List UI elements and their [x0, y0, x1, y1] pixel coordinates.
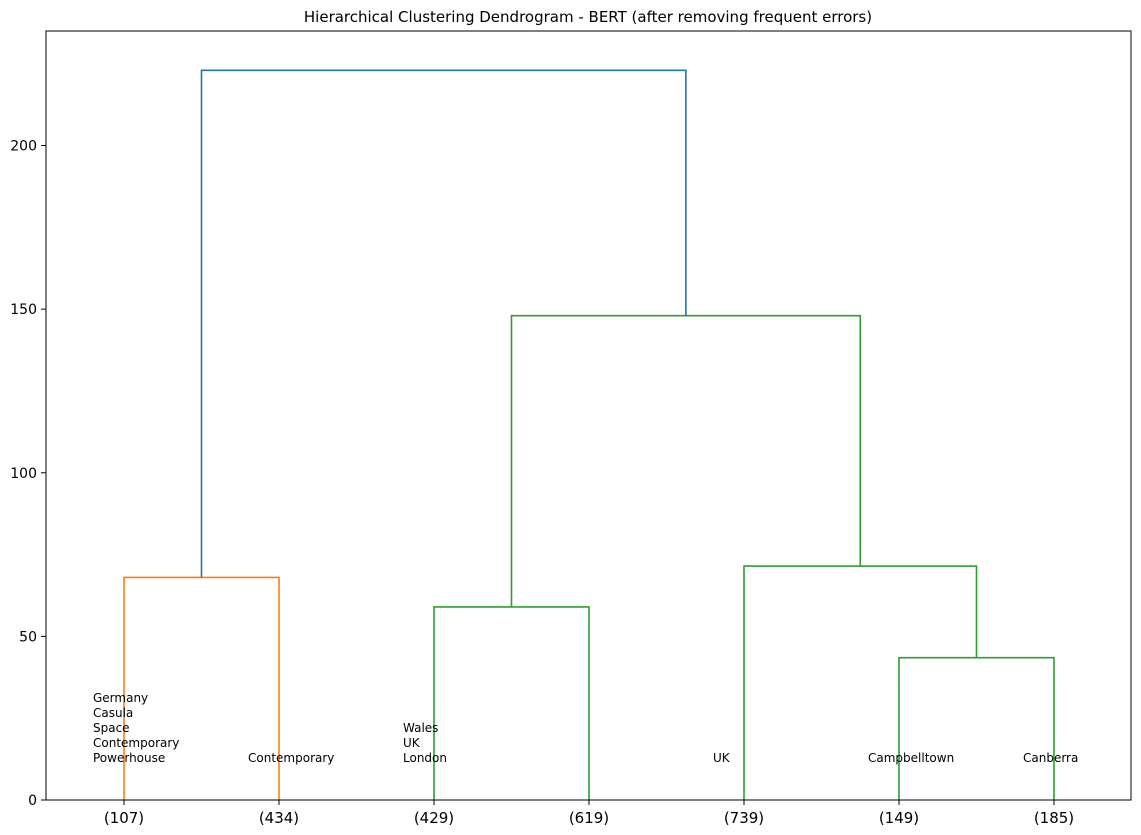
leaf-annotation-label: UK: [713, 751, 731, 765]
x-tick-label: (107): [104, 809, 144, 827]
leaf-annotation-label: Space: [93, 721, 130, 735]
plot-frame: [45, 30, 1132, 801]
leaf-annotation-label: Canberra: [1023, 751, 1078, 765]
chart-title: Hierarchical Clustering Dendrogram - BER…: [304, 8, 872, 26]
leaf-annotation-label: Campbelltown: [868, 751, 954, 765]
leaf-annotation-label: Contemporary: [248, 751, 334, 765]
y-tick-label: 50: [19, 629, 37, 645]
dendrogram-links: [123, 69, 1055, 800]
leaf-annotation-label: London: [403, 751, 447, 765]
dendrogram-link: [898, 656, 1055, 800]
x-tick-label: (619): [569, 809, 609, 827]
dendrogram-link: [433, 606, 590, 800]
y-tick-label: 100: [10, 466, 37, 482]
y-tick-label: 0: [28, 793, 37, 809]
x-tick-label: (429): [414, 809, 454, 827]
x-tick-label: (434): [259, 809, 299, 827]
leaf-annotation-label: Germany: [93, 691, 148, 705]
leaf-annotation-label: UK: [403, 736, 421, 750]
x-axis: (107) (434) (429) (619) (739) (149) (185): [104, 800, 1074, 827]
y-tick-label: 200: [10, 139, 37, 155]
x-tick-label: (185): [1034, 809, 1074, 827]
dendrogram-link: [200, 69, 687, 578]
x-tick-label: (149): [879, 809, 919, 827]
dendrogram-link: [743, 565, 978, 800]
leaf-annotation-label: Powerhouse: [93, 751, 165, 765]
dendrogram-link: [123, 576, 280, 800]
leaf-annotation-label: Contemporary: [93, 736, 179, 750]
y-tick-label: 150: [10, 302, 37, 318]
leaf-annotation-label: Wales: [403, 721, 438, 735]
leaf-annotation-label: Casula: [93, 706, 133, 720]
leaf-annotations: GermanyCasulaSpaceContemporaryPowerhouse…: [93, 691, 1078, 765]
x-tick-label: (739): [724, 809, 764, 827]
y-axis: 0 50 100 150 200: [10, 139, 46, 809]
dendrogram-link: [510, 314, 862, 607]
